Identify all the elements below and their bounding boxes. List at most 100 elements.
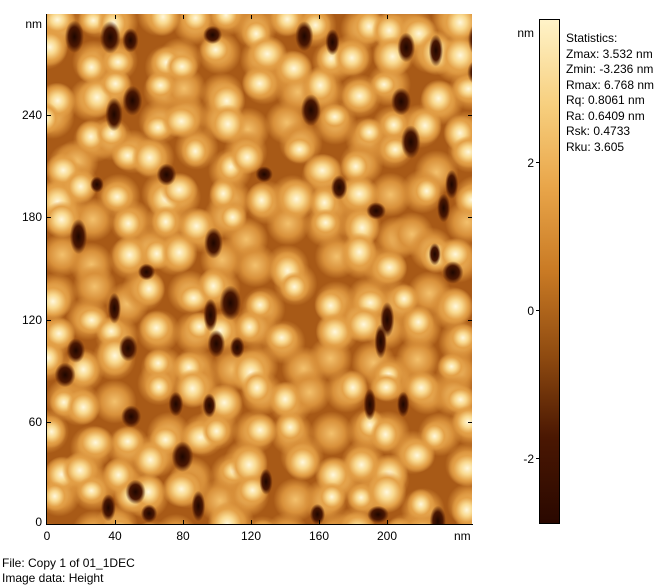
surface-bump — [160, 232, 198, 273]
x-tick-label: 200 — [376, 529, 398, 543]
surface-bump — [370, 417, 401, 452]
statistic-rku: Rku: 3.605 — [566, 139, 625, 154]
surface-bump — [334, 39, 370, 77]
surface-pit — [207, 330, 226, 358]
surface-pit — [156, 163, 177, 186]
surface-bump — [451, 74, 472, 104]
surface-bump — [76, 51, 107, 84]
surface-bump — [144, 372, 173, 402]
x-tick-mark — [115, 520, 116, 524]
surface-bump — [111, 235, 148, 275]
surface-grain — [233, 243, 278, 288]
y-tick-mark — [47, 320, 51, 321]
surface-pit — [168, 391, 184, 417]
y-tick-mark — [47, 217, 51, 218]
x-axis-unit: nm — [454, 529, 471, 543]
x-tick-mark-top — [319, 15, 320, 19]
y-tick-mark-right — [468, 115, 472, 116]
surface-bump — [76, 476, 107, 505]
surface-bump — [235, 311, 264, 343]
x-tick-mark-top — [387, 15, 388, 19]
surface-pit — [295, 21, 314, 52]
height-map — [46, 14, 472, 524]
surface-bump — [102, 47, 135, 77]
statistics-panel: Statistics: Zmax: 3.532 nm Zmin: -3.236 … — [566, 31, 654, 155]
surface-pit — [137, 263, 156, 281]
statistic-rmax: Rmax: 6.768 nm — [566, 77, 655, 92]
x-tick-label: 40 — [108, 529, 122, 543]
surface-pit — [125, 479, 146, 505]
surface-bump — [447, 450, 472, 487]
surface-pit — [330, 175, 348, 200]
surface-pit — [203, 298, 218, 332]
surface-bump — [276, 178, 317, 220]
color-scale-tick-label: 0 — [527, 304, 534, 318]
surface-bump — [230, 140, 264, 175]
x-tick-label: 160 — [308, 529, 330, 543]
x-tick-label: 0 — [43, 529, 51, 543]
surface-pit — [428, 242, 441, 266]
surface-bump — [66, 389, 101, 425]
surface-bump — [437, 353, 466, 380]
surface-pit — [140, 504, 158, 523]
surface-bump — [131, 138, 168, 177]
surface-pit — [219, 285, 242, 321]
surface-bump — [111, 426, 145, 457]
surface-bump — [451, 405, 472, 439]
surface-pit — [391, 87, 412, 116]
surface-grain — [157, 513, 195, 524]
statistic-ra: Ra: 0.6409 nm — [566, 108, 645, 123]
x-tick-mark — [183, 520, 184, 524]
surface-bump — [145, 71, 176, 100]
surface-bump — [245, 182, 278, 219]
surface-bump — [146, 14, 181, 37]
surface-pit — [118, 334, 138, 362]
x-tick-label: 80 — [176, 529, 190, 543]
surface-bump — [448, 323, 472, 353]
surface-pit — [468, 25, 472, 54]
surface-bump — [412, 175, 441, 207]
x-tick-mark — [387, 520, 388, 524]
surface-pit — [467, 61, 472, 84]
surface-pit — [437, 193, 451, 223]
y-tick-label: 180 — [21, 210, 42, 224]
surface-pit — [309, 503, 326, 524]
color-scale-tick-label: 2 — [527, 156, 534, 170]
surface-bump — [389, 284, 419, 314]
statistic-rq: Rq: 0.8061 nm — [566, 93, 645, 107]
surface-bump — [406, 488, 435, 520]
surface-pit — [366, 202, 386, 220]
surface-pit — [255, 166, 273, 183]
surface-bump — [317, 482, 346, 512]
surface-pit — [397, 391, 410, 418]
surface-pit — [191, 490, 206, 522]
color-scale-tick — [536, 458, 540, 459]
surface-pit — [105, 97, 123, 132]
surface-pit — [229, 336, 245, 359]
surface-bump — [112, 206, 145, 241]
surface-bump — [241, 370, 273, 405]
surface-bump — [366, 471, 407, 514]
surface-pit — [90, 176, 104, 193]
surface-pit — [202, 393, 217, 418]
surface-bump — [403, 370, 439, 405]
statistics-title: Statistics: — [566, 31, 618, 45]
surface-bump — [337, 370, 369, 405]
surface-bump — [455, 184, 472, 216]
surface-bump — [440, 34, 472, 77]
surface-pit — [325, 28, 340, 56]
surface-bump — [386, 517, 412, 524]
surface-pit — [429, 505, 446, 524]
surface-bump — [402, 305, 435, 339]
surface-pit — [400, 125, 421, 159]
surface-bump — [310, 208, 341, 237]
color-scale-tick — [536, 310, 540, 311]
surface-bump — [340, 150, 371, 183]
surface-pit — [374, 324, 387, 359]
surface-bump — [207, 502, 248, 524]
surface-bump — [76, 425, 115, 460]
y-tick-mark-right — [468, 320, 472, 321]
surface-bump — [275, 411, 306, 443]
surface-bump — [132, 271, 165, 307]
surface-bump — [450, 135, 472, 169]
